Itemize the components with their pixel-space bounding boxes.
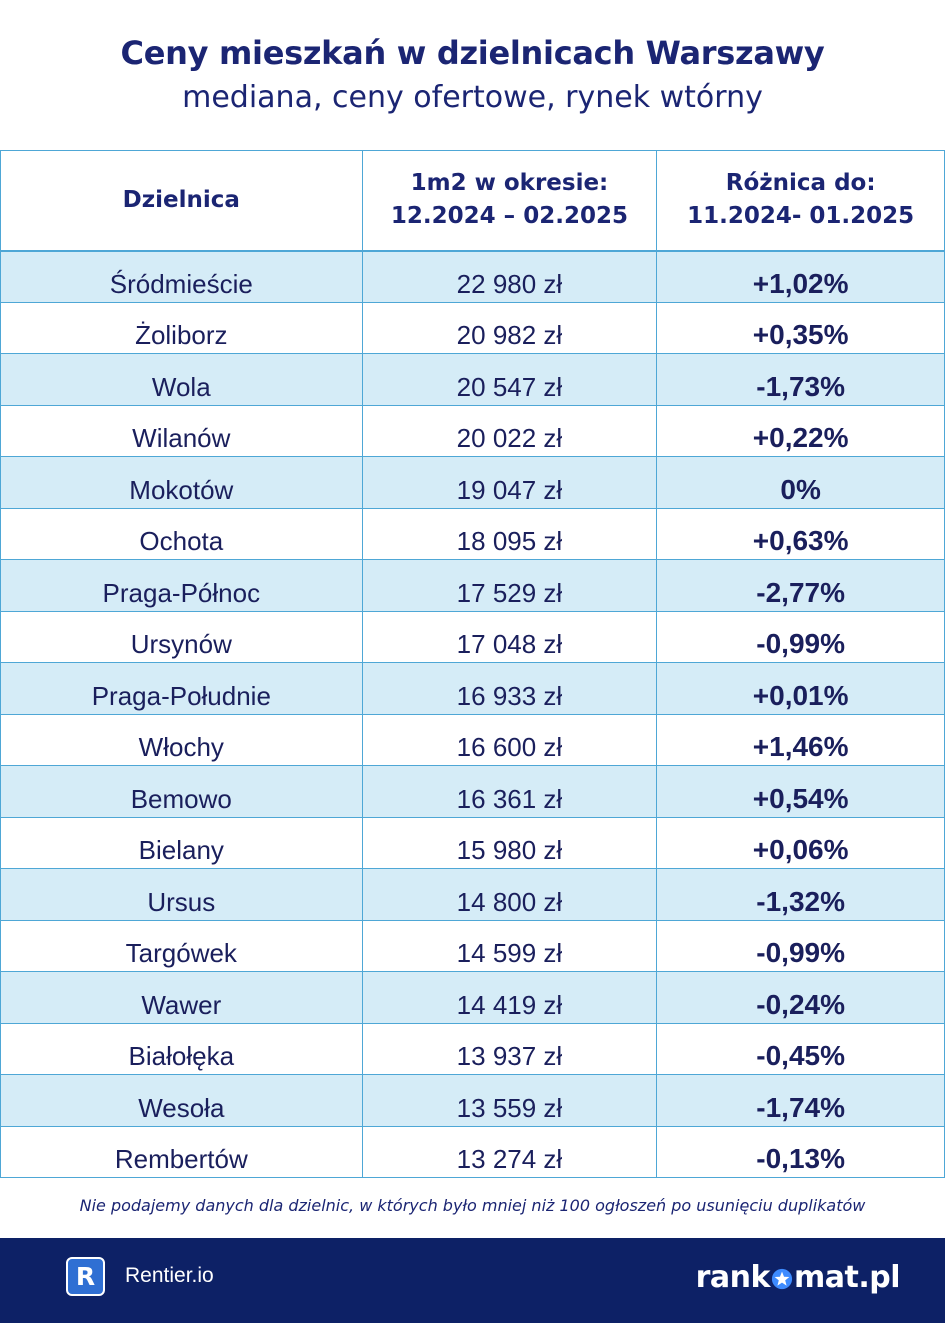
cell-diff: -0,24%: [656, 971, 945, 1024]
cell-district: Bemowo: [0, 765, 363, 818]
column-header-diff-line1: Różnica do:: [725, 170, 876, 197]
rankomat-text-part2: mat.pl: [794, 1260, 901, 1295]
column-header-price-line2: 12.2024 – 02.2025: [390, 203, 628, 230]
cell-price: 18 095 zł: [361, 507, 658, 560]
table-row: Praga-Północ 17 529 zł -2,77%: [0, 559, 945, 612]
table-row: Wawer 14 419 zł -0,24%: [0, 971, 945, 1024]
cell-price: 20 022 zł: [361, 404, 658, 457]
page-title: Ceny mieszkań w dzielnicach Warszawy: [120, 34, 825, 72]
cell-district: Praga-Południe: [0, 662, 363, 715]
table-row: Włochy 16 600 zł +1,46%: [0, 713, 945, 766]
star-icon: [771, 1268, 793, 1290]
table-row: Ochota 18 095 zł +0,63%: [0, 507, 945, 560]
table-row: Targówek 14 599 zł -0,99%: [0, 919, 945, 972]
table-row: Wesoła 13 559 zł -1,74%: [0, 1074, 945, 1127]
rankomat-logo: rank mat.pl: [695, 1260, 901, 1295]
cell-price: 14 599 zł: [361, 919, 658, 972]
cell-diff: -0,99%: [656, 919, 945, 972]
table-row: Żoliborz 20 982 zł +0,35%: [0, 301, 945, 354]
table-row: Mokotów 19 047 zł 0%: [0, 456, 945, 509]
cell-price: 16 600 zł: [361, 713, 658, 766]
cell-diff: +0,63%: [656, 507, 945, 560]
page-subtitle: mediana, ceny ofertowe, rynek wtórny: [182, 80, 763, 115]
cell-diff: +1,46%: [656, 713, 945, 766]
cell-price: 16 933 zł: [361, 662, 658, 715]
cell-diff: -1,73%: [656, 353, 945, 406]
rankomat-text-part1: rank: [695, 1260, 771, 1295]
table-row: Bemowo 16 361 zł +0,54%: [0, 765, 945, 818]
cell-price: 16 361 zł: [361, 765, 658, 818]
cell-district: Wesoła: [0, 1074, 363, 1127]
table-row: Białołęka 13 937 zł -0,45%: [0, 1022, 945, 1075]
table-header: Dzielnica 1m2 w okresie: 12.2024 – 02.20…: [0, 150, 945, 251]
cell-price: 17 048 zł: [361, 610, 658, 663]
cell-district: Włochy: [0, 713, 363, 766]
column-header-district-label: Dzielnica: [122, 186, 240, 213]
rentier-name: Rentier.io: [125, 1264, 214, 1287]
cell-diff: -1,32%: [656, 868, 945, 921]
cell-price: 13 274 zł: [361, 1125, 658, 1178]
cell-diff: -0,13%: [656, 1125, 945, 1178]
column-header-diff: Różnica do: 11.2024- 01.2025: [656, 150, 945, 251]
cell-price: 13 937 zł: [361, 1022, 658, 1075]
table-row: Bielany 15 980 zł +0,06%: [0, 816, 945, 869]
table-row: Ursynów 17 048 zł -0,99%: [0, 610, 945, 663]
cell-diff: +0,01%: [656, 662, 945, 715]
cell-price: 14 419 zł: [361, 971, 658, 1024]
cell-district: Wilanów: [0, 404, 363, 457]
title-block: Ceny mieszkań w dzielnicach Warszawy med…: [0, 30, 945, 118]
cell-district: Żoliborz: [0, 301, 363, 354]
cell-diff: -0,99%: [656, 610, 945, 663]
prices-table: Dzielnica 1m2 w okresie: 12.2024 – 02.20…: [0, 150, 945, 1178]
column-header-price-line1: 1m2 w okresie:: [410, 170, 609, 197]
cell-price: 22 980 zł: [361, 250, 658, 303]
cell-district: Ochota: [0, 507, 363, 560]
cell-district: Ursus: [0, 868, 363, 921]
cell-diff: 0%: [656, 456, 945, 509]
footnote: Nie podajemy danych dla dzielnic, w któr…: [79, 1196, 866, 1215]
table-row: Ursus 14 800 zł -1,32%: [0, 868, 945, 921]
cell-district: Białołęka: [0, 1022, 363, 1075]
cell-diff: +0,54%: [656, 765, 945, 818]
cell-district: Rembertów: [0, 1125, 363, 1178]
cell-diff: +0,22%: [656, 404, 945, 457]
cell-district: Praga-Północ: [0, 559, 363, 612]
table-row: Wola 20 547 zł -1,73%: [0, 353, 945, 406]
cell-diff: -2,77%: [656, 559, 945, 612]
cell-district: Targówek: [0, 919, 363, 972]
table-row: Praga-Południe 16 933 zł +0,01%: [0, 662, 945, 715]
cell-district: Wola: [0, 353, 363, 406]
table-row: Wilanów 20 022 zł +0,22%: [0, 404, 945, 457]
cell-price: 14 800 zł: [361, 868, 658, 921]
cell-diff: +0,35%: [656, 301, 945, 354]
cell-district: Mokotów: [0, 456, 363, 509]
cell-price: 20 547 zł: [361, 353, 658, 406]
table-row: Rembertów 13 274 zł -0,13%: [0, 1125, 945, 1178]
cell-district: Bielany: [0, 816, 363, 869]
cell-price: 19 047 zł: [361, 456, 658, 509]
cell-diff: -1,74%: [656, 1074, 945, 1127]
column-header-diff-line2: 11.2024- 01.2025: [687, 203, 915, 230]
cell-district: Śródmieście: [0, 250, 363, 303]
table-row: Śródmieście 22 980 zł +1,02%: [0, 250, 945, 303]
cell-district: Wawer: [0, 971, 363, 1024]
cell-district: Ursynów: [0, 610, 363, 663]
cell-price: 20 982 zł: [361, 301, 658, 354]
footer-bar: R Rentier.io rank mat.pl: [0, 1238, 945, 1323]
rentier-logo: R: [66, 1257, 105, 1296]
table-body: Śródmieście 22 980 zł +1,02% Żoliborz 20 982…: [0, 250, 945, 1178]
cell-price: 15 980 zł: [361, 816, 658, 869]
cell-diff: -0,45%: [656, 1022, 945, 1075]
cell-price: 13 559 zł: [361, 1074, 658, 1127]
cell-price: 17 529 zł: [361, 559, 658, 612]
cell-diff: +1,02%: [656, 250, 945, 303]
cell-diff: +0,06%: [656, 816, 945, 869]
column-header-price: 1m2 w okresie: 12.2024 – 02.2025: [361, 150, 658, 251]
column-header-district: Dzielnica: [0, 150, 363, 251]
